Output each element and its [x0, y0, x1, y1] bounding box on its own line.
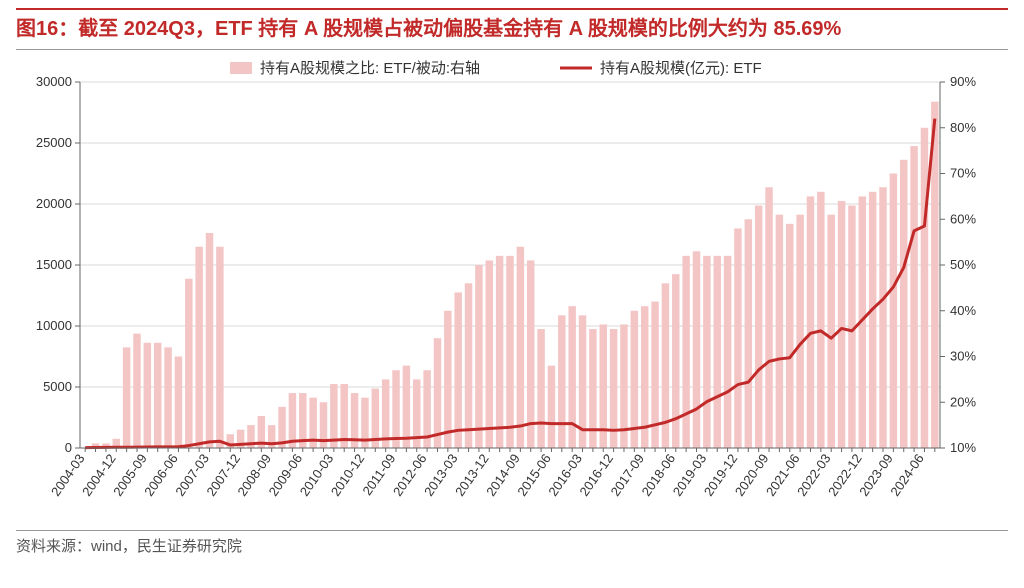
bar — [548, 366, 555, 448]
bar — [195, 247, 202, 448]
bar — [724, 256, 731, 448]
bar — [506, 256, 513, 448]
bar — [817, 192, 824, 448]
bar — [392, 370, 399, 448]
bar — [330, 384, 337, 448]
bar — [786, 224, 793, 448]
bar — [776, 215, 783, 448]
bar — [517, 247, 524, 448]
bar — [734, 228, 741, 448]
bar — [144, 343, 151, 448]
bar — [185, 279, 192, 448]
svg-text:20%: 20% — [950, 394, 976, 409]
bar — [796, 215, 803, 448]
chart-area: 0 5000 10000 15000 20000 25000 30000 10% 20% 30% 4… — [16, 54, 1006, 524]
svg-text:10%: 10% — [950, 440, 976, 455]
bar — [206, 233, 213, 448]
bar — [838, 201, 845, 448]
svg-text:10000: 10000 — [36, 318, 72, 333]
bar — [765, 187, 772, 448]
bar — [682, 256, 689, 448]
bar — [496, 256, 503, 448]
bar — [827, 215, 834, 448]
svg-text:30%: 30% — [950, 349, 976, 364]
chart-title: 图16：截至 2024Q3，ETF 持有 A 股规模占被动偏股基金持有 A 股规… — [16, 16, 1008, 43]
bar — [465, 283, 472, 448]
bar — [216, 247, 223, 448]
bar — [175, 357, 182, 449]
bar — [693, 251, 700, 448]
svg-text:30000: 30000 — [36, 74, 72, 89]
bar — [133, 334, 140, 448]
bar — [713, 256, 720, 448]
bar — [745, 219, 752, 448]
bar — [403, 366, 410, 448]
bar — [454, 292, 461, 448]
svg-text:40%: 40% — [950, 303, 976, 318]
bar — [672, 274, 679, 448]
bar — [921, 128, 928, 448]
bar — [154, 343, 161, 448]
bar — [475, 265, 482, 448]
svg-text:60%: 60% — [950, 211, 976, 226]
bar — [755, 206, 762, 448]
bar — [164, 347, 171, 448]
bar — [807, 196, 814, 448]
svg-text:20000: 20000 — [36, 196, 72, 211]
bar — [558, 315, 565, 448]
svg-text:0: 0 — [65, 440, 72, 455]
legend-bar-label: 持有A股规模之比: ETF/被动:右轴 — [260, 60, 480, 77]
legend-line-label: 持有A股规模(亿元): ETF — [600, 60, 762, 77]
svg-text:90%: 90% — [950, 74, 976, 89]
source-line: 资料来源：wind，民生证券研究院 — [16, 530, 1008, 556]
svg-text:15000: 15000 — [36, 257, 72, 272]
bar — [537, 329, 544, 448]
svg-text:80%: 80% — [950, 120, 976, 135]
bar — [879, 187, 886, 448]
svg-text:25000: 25000 — [36, 135, 72, 150]
bar — [910, 146, 917, 448]
chart-svg: 0 5000 10000 15000 20000 25000 30000 10% 20% 30% 4… — [16, 54, 1006, 524]
chart-title-bar: 图16：截至 2024Q3，ETF 持有 A 股规模占被动偏股基金持有 A 股规… — [16, 8, 1008, 50]
bar — [123, 347, 130, 448]
bar — [869, 192, 876, 448]
bar — [444, 311, 451, 448]
bar — [527, 260, 534, 448]
bar — [890, 174, 897, 449]
bar — [486, 260, 493, 448]
svg-text:50%: 50% — [950, 257, 976, 272]
svg-text:5000: 5000 — [43, 379, 72, 394]
bar — [434, 338, 441, 448]
svg-text:70%: 70% — [950, 166, 976, 181]
bar — [703, 256, 710, 448]
legend-bar-swatch — [230, 62, 252, 74]
bar — [900, 160, 907, 448]
